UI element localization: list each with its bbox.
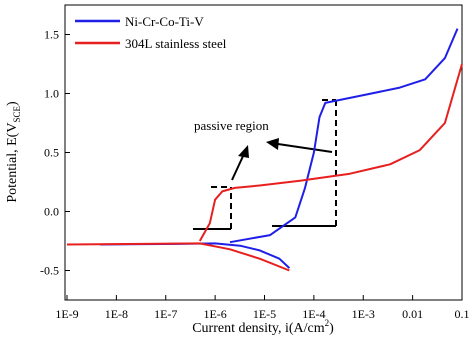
arrow bbox=[277, 143, 333, 153]
x-tick-label: 1E-4 bbox=[302, 307, 325, 321]
x-tick-label: 1E-9 bbox=[55, 307, 78, 321]
y-label-end: ) bbox=[5, 101, 20, 106]
x-tick-label: 1E-6 bbox=[203, 307, 226, 321]
arrowhead bbox=[266, 138, 279, 150]
x-tick-label: 0.01 bbox=[402, 307, 423, 321]
x-tick-label: 1E-8 bbox=[105, 307, 128, 321]
x-tick-label: 0.1 bbox=[455, 307, 470, 321]
x-label-end: ) bbox=[329, 321, 334, 336]
x-tick-label: 1E-7 bbox=[154, 307, 177, 321]
y-axis-label: Potential, E(VSCE) bbox=[5, 101, 22, 203]
series-line bbox=[66, 63, 463, 272]
x-label-sup: 2 bbox=[325, 318, 330, 328]
y-tick-label: -0.5 bbox=[40, 264, 59, 278]
x-tick-label: 1E-3 bbox=[352, 307, 375, 321]
x-axis-label: Current density, i(A/cm2) bbox=[192, 318, 334, 336]
y-tick-label: 0.0 bbox=[44, 205, 59, 219]
x-label-text: Current density, i(A/cm bbox=[192, 321, 325, 336]
x-tick-label: 1E-5 bbox=[253, 307, 276, 321]
y-tick-label: 1.5 bbox=[44, 28, 59, 42]
y-tick-label: 1.0 bbox=[44, 87, 59, 101]
y-label-text: Potential, E(V bbox=[5, 123, 20, 203]
y-tick-label: 0.5 bbox=[44, 146, 59, 160]
arrow bbox=[231, 153, 245, 181]
legend-label: Ni-Cr-Co-Ti-V bbox=[125, 14, 204, 29]
annotation: passive region bbox=[194, 118, 269, 133]
legend-label: 304L stainless steel bbox=[125, 36, 227, 51]
arrowhead bbox=[238, 145, 249, 158]
series-line bbox=[100, 28, 459, 269]
y-label-sub: SCE bbox=[12, 106, 22, 123]
